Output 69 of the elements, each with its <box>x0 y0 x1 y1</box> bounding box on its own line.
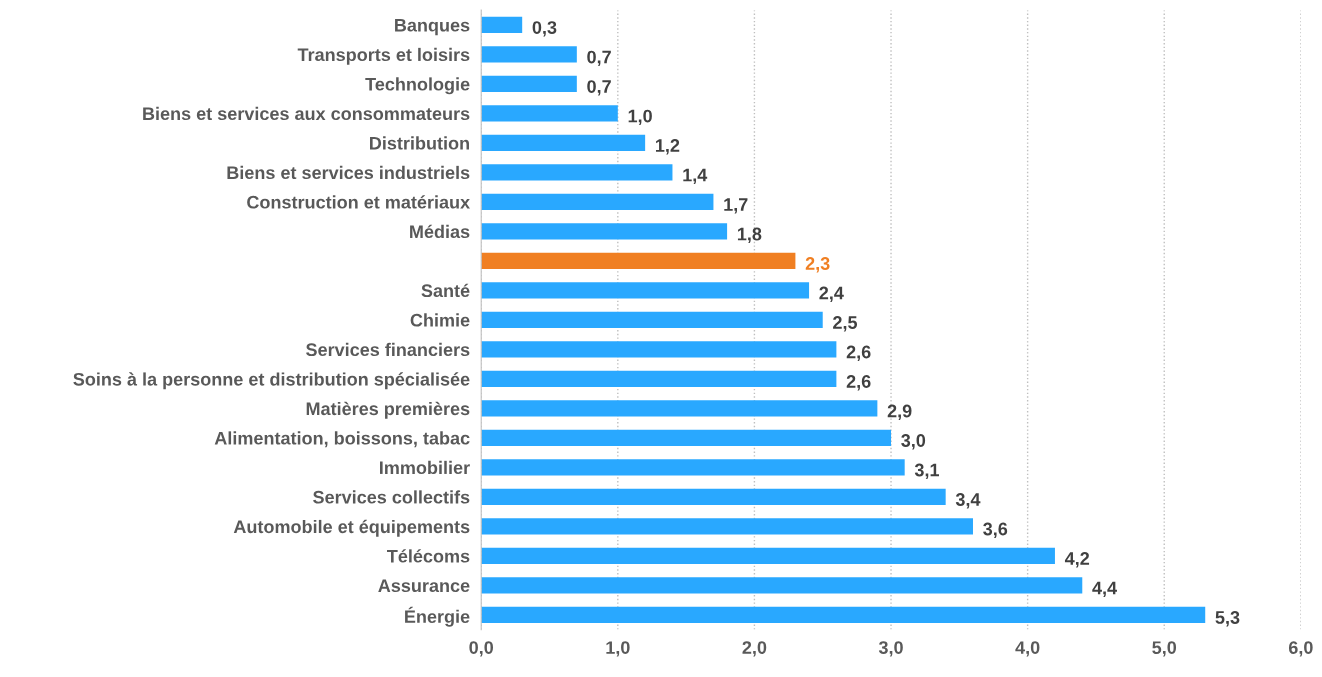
y-tick-label: Santé <box>421 283 470 298</box>
data-label: 1,0 <box>628 109 652 126</box>
data-label: 3,6 <box>983 522 1008 538</box>
x-tick-label: 0,0 <box>469 641 494 657</box>
data-label: 4,2 <box>1064 552 1090 568</box>
y-tick-label: Chimie <box>410 313 470 327</box>
y-tick-label: Distribution <box>370 136 469 150</box>
bar <box>481 429 892 446</box>
bar <box>481 400 878 417</box>
y-tick-label: Énergie <box>405 606 470 627</box>
data-label: 4,4 <box>1092 581 1117 597</box>
bar <box>481 164 673 181</box>
data-label: 1,7 <box>724 198 748 214</box>
bar <box>481 223 728 240</box>
y-tick-label: Services collectifs <box>313 490 470 504</box>
data-label: 2,4 <box>819 286 844 303</box>
data-label: 2,6 <box>846 375 871 391</box>
data-label: 3,1 <box>914 463 940 479</box>
data-label: 0,3 <box>532 21 557 37</box>
bar <box>481 282 810 299</box>
y-tick-label: Alimentation, boissons, tabac <box>214 431 470 448</box>
bar <box>481 46 577 63</box>
y-tick-label: Automobile et équipements <box>233 519 470 537</box>
x-tick-label: 1,0 <box>606 641 630 657</box>
y-tick-label: Construction et matériaux <box>247 195 470 209</box>
bar <box>481 518 973 535</box>
y-tick-label: Services financiers <box>306 342 470 357</box>
data-label: 2,3 <box>805 257 830 273</box>
bar <box>481 311 823 328</box>
data-label: 3,0 <box>901 434 926 450</box>
data-label: 5,3 <box>1215 611 1240 627</box>
y-tick-label: Immobilier <box>380 460 470 475</box>
bar <box>481 459 905 476</box>
bar <box>481 370 837 387</box>
data-label: 3,4 <box>955 493 981 509</box>
bar <box>481 105 618 122</box>
y-tick-label: Télécoms <box>387 549 470 563</box>
bar <box>481 252 796 269</box>
data-label: 0,7 <box>587 50 611 67</box>
data-label: 2,5 <box>833 316 858 332</box>
x-tick-label: 3,0 <box>878 641 903 657</box>
data-label: 2,6 <box>846 345 871 362</box>
data-label: 2,9 <box>887 404 912 421</box>
y-tick-label: Banques <box>395 19 470 36</box>
y-tick-label: Biens et services industriels <box>227 165 470 180</box>
bar <box>481 341 837 358</box>
data-label: 1,2 <box>656 139 680 155</box>
bar <box>481 193 714 210</box>
bar <box>481 16 523 34</box>
y-tick-label: Médias <box>410 224 470 239</box>
x-tick-label: 4,0 <box>1015 641 1040 657</box>
bar <box>481 547 1055 564</box>
x-tick-label: 2,0 <box>742 641 767 657</box>
bar <box>481 75 577 93</box>
bar <box>481 577 1083 594</box>
bar <box>481 488 946 505</box>
bar <box>481 606 1206 623</box>
data-label: 1,4 <box>683 168 708 185</box>
y-tick-label: Transports et loisirs <box>297 47 470 65</box>
x-tick-label: 6,0 <box>1288 641 1313 657</box>
bar <box>481 134 646 152</box>
data-label: 1,8 <box>737 227 762 244</box>
y-tick-label: Technologie <box>365 77 470 95</box>
data-label: 0,7 <box>587 80 611 96</box>
y-tick-label: Soins à la personne et distribution spécialisée <box>73 372 470 390</box>
y-tick-label: Assurance <box>378 579 470 593</box>
y-tick-label: Matières premières <box>306 401 470 419</box>
y-tick-label: Biens et services aux consommateurs <box>143 106 470 121</box>
x-tick-label: 5,0 <box>1152 641 1177 657</box>
